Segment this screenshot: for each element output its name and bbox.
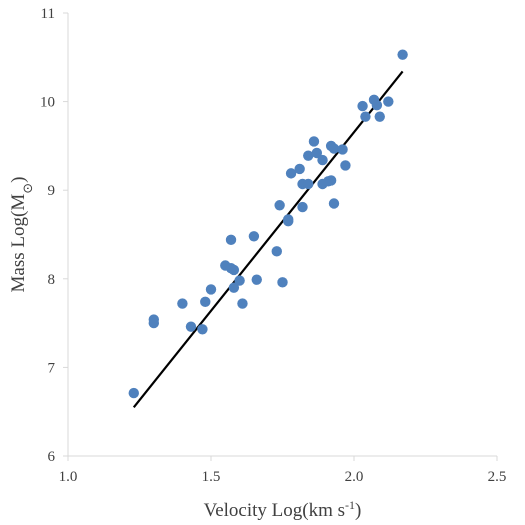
data-point bbox=[303, 178, 314, 190]
data-point bbox=[234, 275, 245, 286]
data-point bbox=[248, 231, 260, 242]
x-tick-label: 1.5 bbox=[202, 469, 221, 485]
data-point bbox=[274, 200, 285, 211]
y-tick-label: 9 bbox=[48, 183, 56, 199]
y-axis-title: Mass Log(M⊙) bbox=[8, 177, 36, 293]
data-point bbox=[328, 143, 340, 154]
data-point bbox=[340, 160, 351, 171]
data-point bbox=[237, 298, 248, 309]
data-point bbox=[228, 264, 240, 276]
data-point bbox=[277, 277, 288, 288]
x-axis-ticks: 1.0 1.5 2.0 2.5 bbox=[59, 456, 507, 485]
data-point bbox=[205, 284, 217, 295]
data-point bbox=[185, 321, 197, 332]
data-point bbox=[317, 154, 328, 166]
x-tick-label: 1.0 bbox=[59, 469, 78, 485]
y-tick-label: 7 bbox=[48, 360, 56, 376]
data-point bbox=[197, 324, 208, 335]
data-point bbox=[328, 198, 340, 209]
y-tick-label: 8 bbox=[48, 272, 56, 288]
data-point bbox=[271, 246, 282, 257]
data-point bbox=[308, 136, 320, 147]
axes bbox=[67, 13, 497, 457]
data-point bbox=[311, 147, 323, 159]
data-point bbox=[297, 201, 308, 213]
data-point bbox=[251, 274, 262, 285]
data-point bbox=[200, 296, 211, 308]
data-point bbox=[283, 216, 294, 227]
data-point bbox=[357, 100, 368, 112]
data-point bbox=[337, 144, 348, 155]
data-point bbox=[303, 150, 314, 161]
data-point bbox=[225, 234, 237, 246]
y-tick-label: 11 bbox=[41, 6, 55, 22]
regression-line bbox=[132, 70, 404, 408]
data-point bbox=[294, 163, 305, 175]
data-point bbox=[371, 99, 383, 111]
y-tick-label: 6 bbox=[48, 449, 56, 465]
data-point bbox=[128, 387, 139, 399]
x-tick-label: 2.0 bbox=[345, 469, 364, 485]
data-point bbox=[397, 49, 408, 60]
y-tick-label: 10 bbox=[40, 95, 55, 111]
data-point bbox=[383, 96, 394, 107]
x-tick-label: 2.5 bbox=[488, 469, 507, 485]
data-point bbox=[360, 111, 371, 122]
x-axis-title: Velocity Log(km s-1) bbox=[204, 498, 362, 521]
y-axis-ticks: 6 7 8 9 10 11 bbox=[40, 6, 68, 465]
data-point bbox=[285, 168, 297, 179]
data-point bbox=[325, 175, 337, 186]
data-point bbox=[148, 317, 159, 329]
data-point bbox=[228, 282, 240, 293]
data-point bbox=[177, 298, 188, 309]
data-points bbox=[128, 49, 408, 399]
data-point bbox=[374, 111, 385, 122]
